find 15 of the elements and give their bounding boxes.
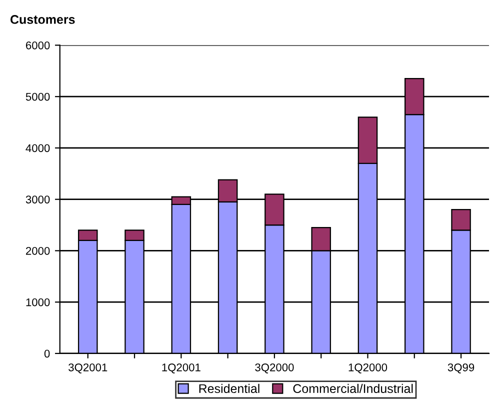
x-tick-label: 1Q2000 xyxy=(348,363,388,374)
y-tick-label: 3000 xyxy=(26,196,50,204)
y-tick-label: 6000 xyxy=(26,41,50,50)
y-tick-label: 0 xyxy=(44,350,50,358)
x-tick-label: 3Q99 xyxy=(448,363,474,374)
x-tick-label: 1Q2001 xyxy=(162,363,200,374)
legend-label: Residential xyxy=(199,384,260,394)
y-tick-label: 1000 xyxy=(26,298,50,306)
x-tick-label: 3Q2000 xyxy=(255,363,294,374)
y-tick-label: 2000 xyxy=(26,246,50,255)
chart-title: Customers xyxy=(10,15,75,24)
legend-label: Commercial/Industrial xyxy=(293,384,413,394)
x-tick-label: 3Q2001 xyxy=(68,363,108,374)
y-tick-label: 5000 xyxy=(26,92,50,101)
y-tick-label: 4000 xyxy=(26,144,50,152)
